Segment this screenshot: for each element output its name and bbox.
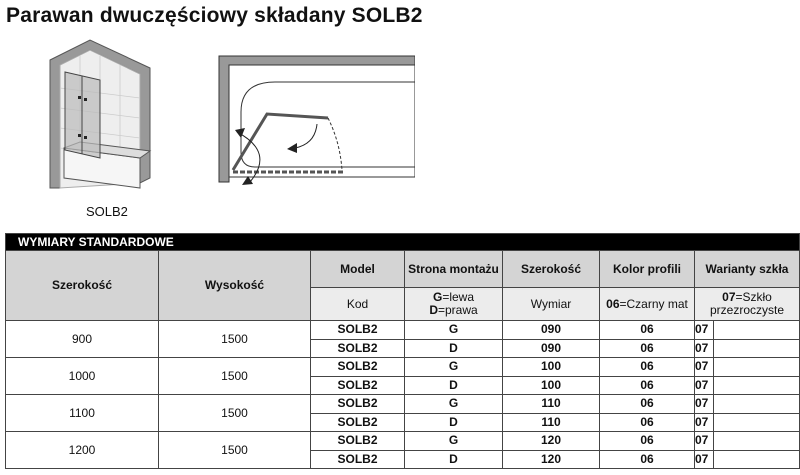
color-label: =Czarny mat (619, 296, 688, 311)
header-width: Szerokość (5, 250, 159, 321)
header-height: Wysokość (158, 250, 311, 321)
size-cell: 120 (502, 431, 600, 451)
width-cell: 900 (5, 320, 159, 358)
glass-cell: 07 (694, 449, 714, 469)
size-cell: 090 (502, 320, 600, 340)
product-caption: SOLB2 (86, 204, 128, 219)
table-row: SOLB2 D 110 06 07 (6, 412, 800, 432)
header-color: Kolor profili (599, 250, 695, 288)
width-cell: 1000 (5, 357, 159, 395)
empty-cell (713, 320, 800, 340)
header-model: Model (310, 250, 405, 288)
color-cell: 06 (599, 431, 695, 451)
side-cell: D (404, 338, 503, 358)
color-cell: 06 (599, 320, 695, 340)
standard-dimensions-table: WYMIARY STANDARDOWE Szerokość Wysokość M… (5, 233, 800, 469)
side-cell: G (404, 357, 503, 377)
empty-cell (713, 375, 800, 395)
model-cell: SOLB2 (310, 357, 405, 377)
glass-cell: 07 (694, 394, 714, 414)
color-cell: 06 (599, 375, 695, 395)
page-title: Parawan dwuczęściowy składany SOLB2 (6, 4, 423, 27)
empty-cell (713, 394, 800, 414)
size-cell: 110 (502, 412, 600, 432)
model-cell: SOLB2 (310, 320, 405, 340)
size-cell: 090 (502, 338, 600, 358)
glass-label: =Szkło przezroczyste (709, 290, 785, 317)
header-side: Strona montażu (404, 250, 503, 288)
side-cell: D (404, 449, 503, 469)
table-row: 1100 1500 SOLB2 G 110 06 07 (5, 394, 800, 432)
glass-cell: 07 (694, 375, 714, 395)
table-row: 1200 1500 SOLB2 G 120 06 07 (5, 431, 800, 469)
size-cell: 110 (502, 394, 600, 414)
glass-cell: 07 (694, 338, 714, 358)
model-cell: SOLB2 (310, 394, 405, 414)
size-cell: 100 (502, 375, 600, 395)
width-cell: 1100 (5, 394, 159, 432)
height-cell: 1500 (158, 431, 311, 469)
glass-cell: 07 (694, 412, 714, 432)
subheader-glass: 07=Szkło przezroczyste (694, 287, 800, 321)
glass-code: 07 (722, 290, 736, 304)
side-d-label: =prawa (437, 303, 478, 317)
side-cell: G (404, 320, 503, 340)
side-g-label: =lewa (442, 290, 475, 304)
empty-cell (713, 338, 800, 358)
subheader-side: G=lewa D=prawa (404, 287, 503, 321)
subheader-size: Wymiar (502, 287, 600, 321)
model-cell: SOLB2 (310, 412, 405, 432)
table-row: 900 1500 SOLB2 G 090 06 07 (5, 320, 800, 358)
side-cell: G (404, 394, 503, 414)
glass-cell: 07 (694, 357, 714, 377)
product-isometric-image (49, 39, 152, 189)
height-cell: 1500 (158, 394, 311, 432)
width-cell: 1200 (5, 431, 159, 469)
table-row: 1000 1500 SOLB2 G 100 06 07 (5, 357, 800, 395)
side-cell: D (404, 375, 503, 395)
height-cell: 1500 (158, 320, 311, 358)
model-cell: SOLB2 (310, 449, 405, 469)
model-cell: SOLB2 (310, 338, 405, 358)
size-cell: 100 (502, 357, 600, 377)
color-cell: 06 (599, 357, 695, 377)
empty-cell (713, 449, 800, 469)
empty-cell (713, 412, 800, 432)
table-row: SOLB2 D 120 06 07 (6, 449, 800, 469)
side-d-code: D (429, 303, 438, 317)
empty-cell (713, 431, 800, 451)
color-cell: 06 (599, 449, 695, 469)
color-cell: 06 (599, 394, 695, 414)
color-cell: 06 (599, 338, 695, 358)
glass-cell: 07 (694, 320, 714, 340)
model-cell: SOLB2 (310, 431, 405, 451)
header-size: Szerokość (502, 250, 600, 288)
subheader-model: Kod (310, 287, 405, 321)
color-cell: 06 (599, 412, 695, 432)
table-row: SOLB2 D 100 06 07 (6, 375, 800, 395)
folding-plan-diagram (218, 55, 415, 185)
color-code: 06 (606, 296, 620, 311)
side-g-code: G (432, 290, 443, 304)
section-title: WYMIARY STANDARDOWE (5, 233, 800, 251)
empty-cell (713, 357, 800, 377)
side-cell: D (404, 412, 503, 432)
model-cell: SOLB2 (310, 375, 405, 395)
subheader-color: 06=Czarny mat (599, 287, 695, 321)
glass-cell: 07 (694, 431, 714, 451)
header-glass: Warianty szkła (694, 250, 800, 288)
size-cell: 120 (502, 449, 600, 469)
height-cell: 1500 (158, 357, 311, 395)
side-cell: G (404, 431, 503, 451)
